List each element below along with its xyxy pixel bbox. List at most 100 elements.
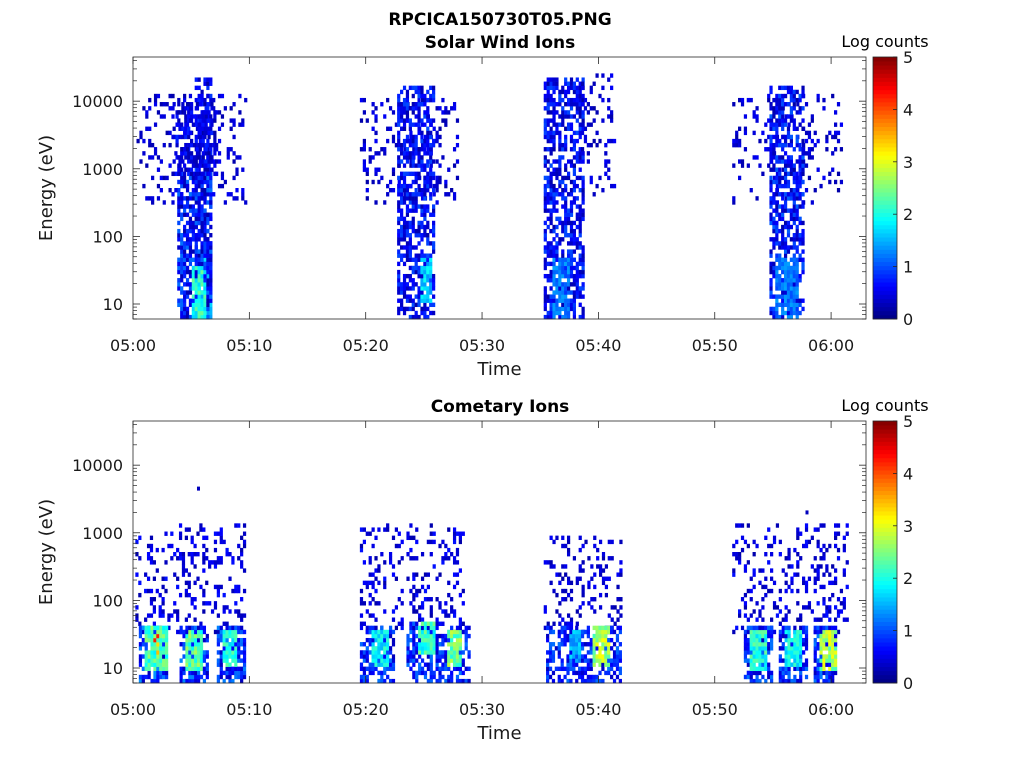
- spectrogram-cell: [426, 114, 430, 119]
- spectrogram-cell: [429, 212, 433, 217]
- spectrogram-cell: [162, 637, 166, 643]
- spectrogram-cell: [447, 556, 451, 561]
- spectrogram-cell: [426, 151, 430, 156]
- spectrogram-cell: [735, 539, 739, 545]
- spectrogram-cell: [420, 147, 424, 152]
- spectrogram-cell: [188, 253, 193, 258]
- spectrogram-cell: [388, 678, 393, 684]
- spectrogram-cell: [412, 650, 416, 655]
- spectrogram-cell: [775, 97, 779, 103]
- spectrogram-cell: [786, 306, 791, 312]
- spectrogram-cell: [447, 592, 451, 598]
- spectrogram-cell: [801, 204, 805, 209]
- spectrogram-cell: [769, 269, 773, 275]
- spectrogram-cell: [429, 159, 433, 164]
- spectrogram-cell: [543, 188, 547, 193]
- spectrogram-cell: [786, 89, 791, 95]
- spectrogram-cell: [397, 241, 401, 246]
- spectrogram-cell: [816, 629, 820, 635]
- spectrogram-cell: [732, 196, 736, 201]
- spectrogram-cell: [619, 539, 623, 545]
- spectrogram-cell: [402, 155, 407, 160]
- spectrogram-cell: [199, 629, 204, 635]
- spectrogram-cell: [380, 674, 384, 680]
- colorbar-segment: [873, 61, 897, 66]
- spectrogram-cell: [784, 196, 788, 201]
- spectrogram-cell: [767, 543, 771, 549]
- spectrogram-cell: [206, 278, 210, 283]
- spectrogram-cell: [408, 233, 412, 238]
- spectrogram-cell: [183, 233, 187, 238]
- spectrogram-cell: [772, 273, 776, 279]
- spectrogram-cell: [146, 576, 151, 581]
- spectrogram-cell: [402, 233, 407, 238]
- spectrogram-cell: [197, 273, 201, 279]
- spectrogram-cell: [177, 212, 181, 217]
- spectrogram-cell: [408, 220, 412, 226]
- spectrogram-cell: [783, 290, 788, 295]
- spectrogram-cell: [374, 617, 378, 622]
- spectrogram-cell: [740, 97, 745, 103]
- spectrogram-cell: [180, 212, 184, 217]
- spectrogram-cell: [755, 658, 759, 663]
- spectrogram-cell: [740, 102, 745, 107]
- spectrogram-cell: [792, 302, 796, 308]
- spectrogram-cell: [242, 646, 247, 651]
- spectrogram-cell: [789, 134, 793, 140]
- spectrogram-cell: [783, 163, 788, 168]
- spectrogram-cell: [177, 208, 181, 213]
- spectrogram-cell: [831, 658, 835, 663]
- spectrogram-cell: [423, 163, 427, 168]
- spectrogram-cell: [188, 646, 192, 651]
- spectrogram-cell: [769, 102, 773, 107]
- spectrogram-cell: [219, 556, 223, 561]
- spectrogram-cell: [412, 654, 416, 659]
- spectrogram-cell: [552, 298, 556, 303]
- spectrogram-cell: [787, 629, 791, 635]
- spectrogram-cell: [589, 646, 593, 651]
- spectrogram-cell: [450, 552, 454, 557]
- spectrogram-cell: [190, 601, 194, 606]
- spectrogram-cell: [781, 678, 785, 684]
- spectrogram-cell: [792, 200, 796, 205]
- spectrogram-cell: [589, 89, 593, 95]
- spectrogram-cell: [209, 97, 213, 103]
- spectrogram-cell: [199, 658, 204, 663]
- spectrogram-cell: [408, 142, 412, 148]
- spectrogram-cell: [176, 629, 180, 635]
- spectrogram-cell: [581, 310, 585, 316]
- spectrogram-cell: [397, 147, 401, 152]
- spectrogram-cell: [417, 155, 421, 160]
- spectrogram-cell: [549, 138, 553, 144]
- spectrogram-cell: [176, 584, 180, 590]
- spectrogram-cell: [162, 102, 166, 107]
- spectrogram-cell: [816, 633, 820, 639]
- spectrogram-cell: [575, 646, 579, 651]
- spectrogram-cell: [783, 278, 788, 283]
- spectrogram-cell: [203, 306, 207, 312]
- spectrogram-cell: [578, 294, 582, 299]
- spectrogram-cell: [604, 625, 608, 631]
- spectrogram-cell: [575, 212, 579, 217]
- spectrogram-cell: [781, 233, 785, 238]
- spectrogram-cell: [162, 142, 166, 148]
- spectrogram-cell: [783, 282, 788, 287]
- spectrogram-cell: [610, 114, 614, 119]
- spectrogram-cell: [135, 572, 139, 577]
- spectrogram-cell: [801, 249, 805, 254]
- spectrogram-cell: [790, 588, 794, 594]
- spectrogram-cell: [397, 179, 401, 185]
- spectrogram-cell: [546, 208, 550, 213]
- spectrogram-cell: [417, 183, 421, 189]
- spectrogram-cell: [769, 220, 773, 226]
- spectrogram-cell: [444, 662, 448, 667]
- spectrogram-cell: [220, 175, 225, 181]
- spectrogram-cell: [549, 245, 553, 250]
- spectrogram-cell: [185, 241, 190, 246]
- spectrogram-cell: [783, 142, 788, 148]
- spectrogram-cell: [790, 580, 794, 586]
- spectrogram-cell: [411, 269, 415, 275]
- spectrogram-cell: [610, 539, 614, 545]
- spectrogram-cell: [197, 253, 201, 258]
- spectrogram-cell: [561, 118, 565, 123]
